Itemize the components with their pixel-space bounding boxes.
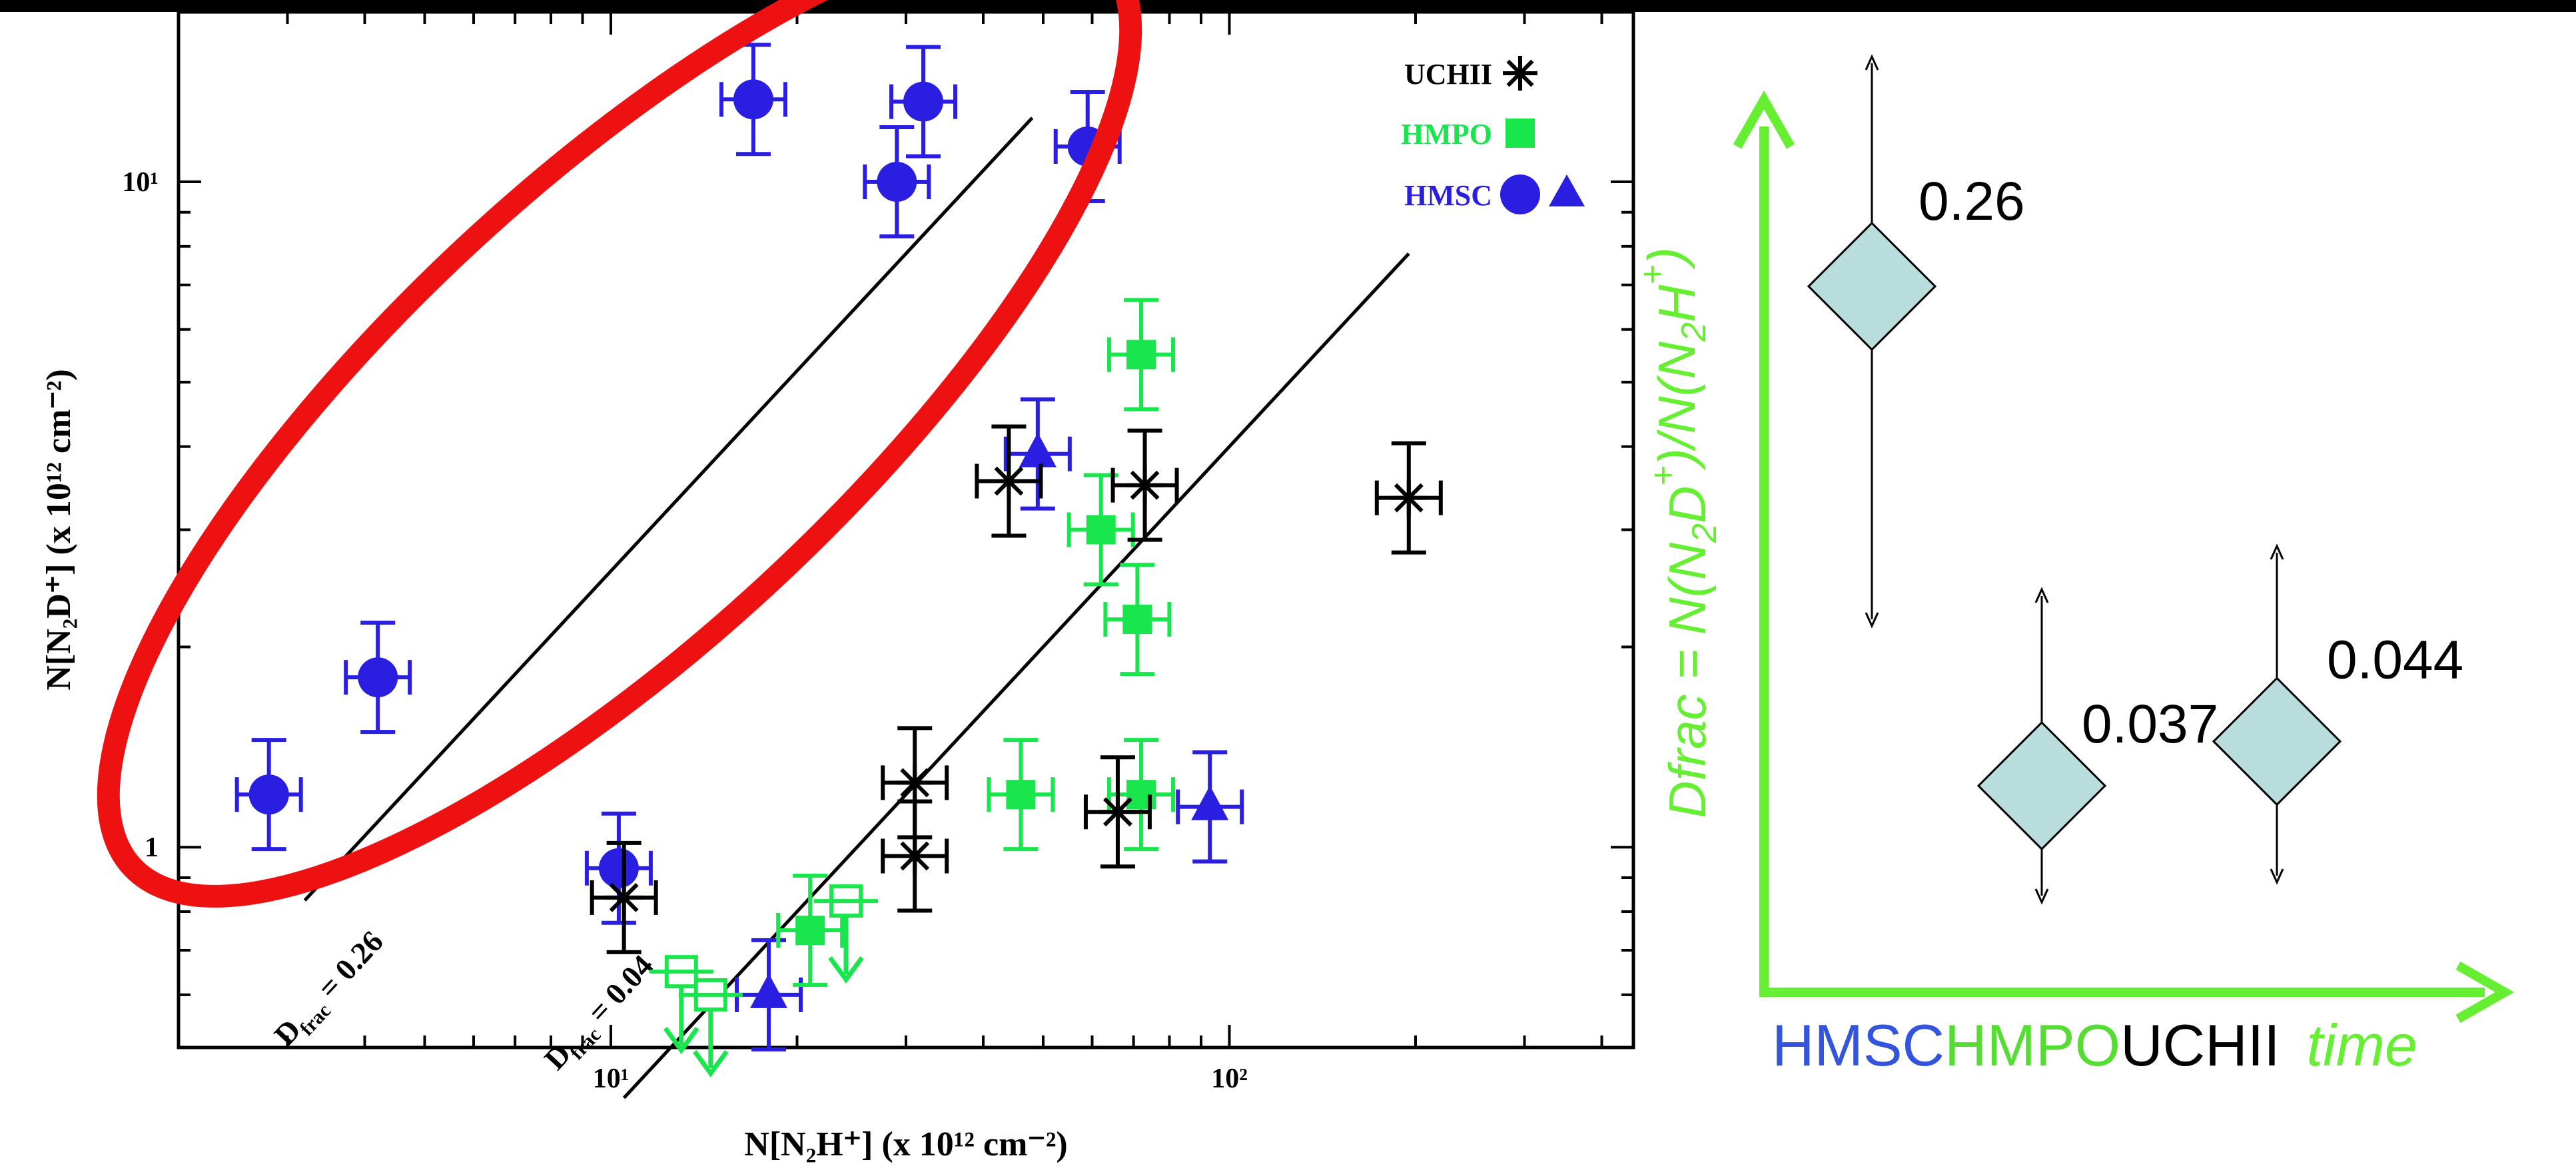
highlight-ellipse <box>97 0 1142 908</box>
y-axis-arrowhead <box>1733 90 1795 149</box>
category-label-hmpo: HMPO <box>1944 1012 2120 1078</box>
dfrac-marker-hmsc <box>1807 221 1937 352</box>
dfrac-reference-label: Dfrac = 0.04 <box>538 948 664 1080</box>
y-axis-label: N[N₂D⁺] (x 10¹² cm⁻²) <box>40 369 78 691</box>
x-axis-label: N[N₂H⁺] (x 10¹² cm⁻²) <box>744 1125 1067 1163</box>
category-label-uchii: UCHII <box>2120 1012 2280 1078</box>
legend-label: UCHII <box>1404 58 1492 91</box>
dfrac-marker-hmpo <box>1976 721 2107 851</box>
slide-top-border <box>0 0 2576 12</box>
legend-symbol <box>1500 174 1540 214</box>
category-label-hmsc: HMSC <box>1772 1012 1944 1078</box>
x-tick-label: 10¹ <box>593 1063 630 1094</box>
dfrac-value-label: 0.044 <box>2327 629 2463 690</box>
dfrac-reference-line <box>303 117 1034 902</box>
x-axis-arrowhead <box>2455 961 2515 1024</box>
left-scatter-plot: 10¹ 10² 1 10¹ Dfrac = 0.26 Dfrac = 0.04 UCHI… <box>40 0 1635 1163</box>
dfrac-axis-label: Dfrac = N(N2D+)/N(N2H+) <box>1633 247 1724 818</box>
dfrac-value-label: 0.037 <box>2082 694 2218 754</box>
data-points <box>234 43 1443 1077</box>
x-tick-label: 10² <box>1211 1063 1248 1094</box>
legend-symbol <box>1549 174 1585 206</box>
axis-ticks: 10¹ 10² 1 10¹ <box>122 12 1633 1094</box>
dfrac-evolution-schematic: Dfrac = N(N2D+)/N(N2H+) HMSC HMPO UCHII time… <box>1633 54 2515 1078</box>
time-axis-label: time <box>2307 1012 2417 1078</box>
y-tick-label: 1 <box>145 832 159 863</box>
legend-label: HMSC <box>1404 179 1492 212</box>
dfrac-reference-label: Dfrac = 0.26 <box>267 924 394 1056</box>
legend-label: HMPO <box>1401 118 1492 150</box>
dfrac-value-label: 0.26 <box>1919 171 2025 232</box>
legend-symbol <box>1505 119 1535 148</box>
legend: UCHII HMPO HMSC <box>1401 56 1585 214</box>
dfrac-marker-uchii <box>2212 677 2342 806</box>
dfrac-reference-line <box>622 252 1410 1099</box>
y-tick-label: 10¹ <box>122 167 159 198</box>
